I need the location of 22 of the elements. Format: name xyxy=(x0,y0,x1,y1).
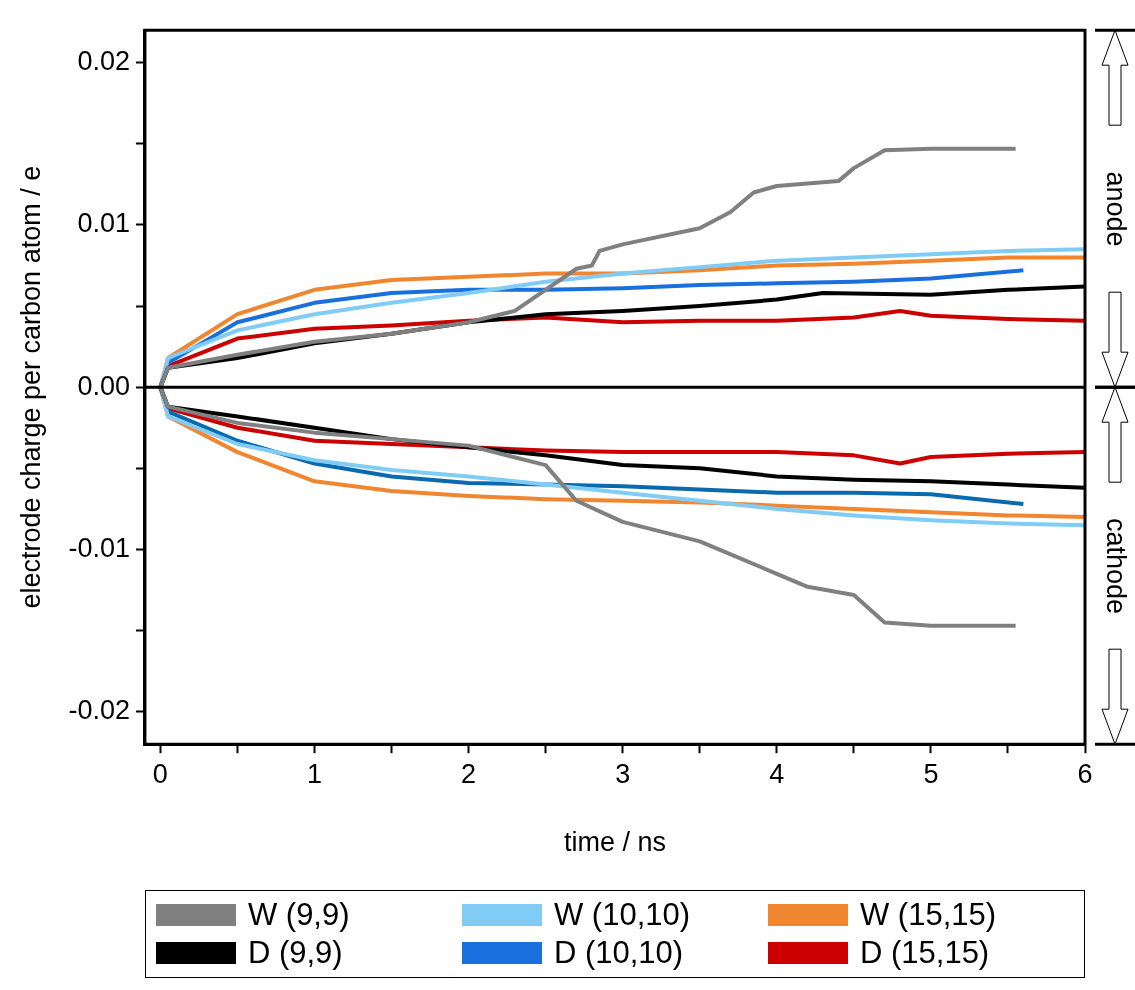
legend-label: D (10,10) xyxy=(553,935,684,971)
x-tick-label: 0 xyxy=(152,758,168,789)
y-tick-label: 0.02 xyxy=(77,46,130,77)
x-tick-label: 2 xyxy=(461,758,477,789)
x-tick-label: 4 xyxy=(769,758,785,789)
x-tick-label: 3 xyxy=(615,758,631,789)
y-tick-label: -0.02 xyxy=(68,695,130,726)
legend-label: W (10,10) xyxy=(553,897,691,933)
text: cathode xyxy=(1100,517,1131,614)
legend-label: W (15,15) xyxy=(859,897,997,933)
text: anode xyxy=(1100,171,1131,247)
x-tick-label: 1 xyxy=(306,758,322,789)
y-tick-label: -0.01 xyxy=(68,532,130,563)
x-tick-label: 6 xyxy=(1077,758,1093,789)
legend-label: D (15,15) xyxy=(859,935,990,971)
y-tick-label: 0.01 xyxy=(77,208,130,239)
legend-label: W (9,9) xyxy=(247,897,350,933)
y-tick-label: 0.00 xyxy=(77,370,130,401)
x-axis-title: time / ns xyxy=(563,827,666,858)
y-axis-title: electrode charge per carbon atom / e xyxy=(15,165,46,609)
x-tick-label: 5 xyxy=(923,758,939,789)
legend-label: D (9,9) xyxy=(247,935,343,971)
